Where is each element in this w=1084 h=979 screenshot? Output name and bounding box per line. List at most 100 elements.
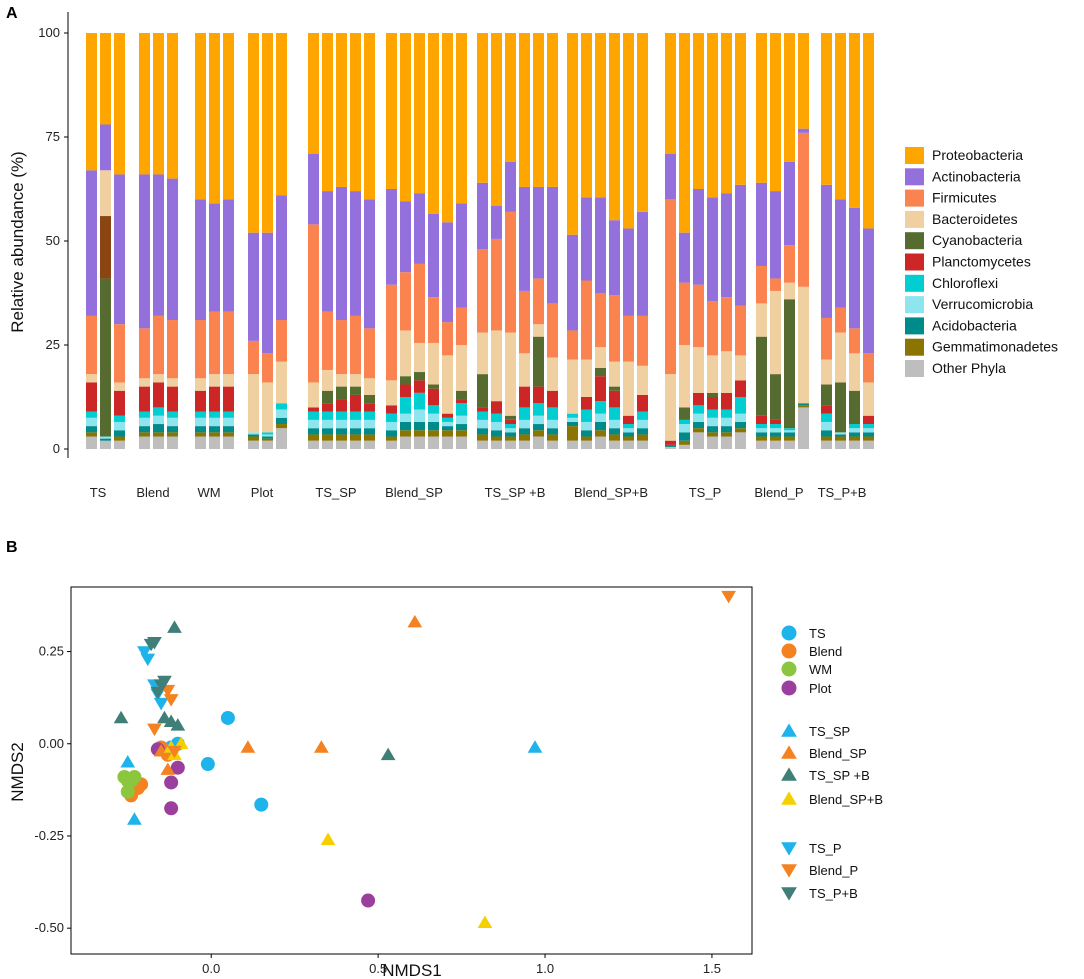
scatter-point	[127, 812, 142, 825]
bar-segment-bacteroidetes	[400, 330, 411, 377]
bar-segment-acidobacteria	[637, 428, 648, 435]
bar-segment-firmicutes	[153, 315, 164, 375]
bar-segment-cyanobacteria	[505, 415, 516, 420]
stacked-bar	[400, 33, 411, 449]
bar-segment-other-phyla	[491, 440, 502, 449]
panel-a-y-tick-label: 50	[46, 233, 60, 248]
scatter-point	[167, 745, 182, 759]
bar-segment-chloroflexi	[863, 424, 874, 429]
panel-a-x-label: TS_P+B	[818, 485, 867, 500]
bar-segment-chloroflexi	[770, 424, 781, 429]
bar-segment-firmicutes	[139, 328, 150, 379]
bar-segment-firmicutes	[623, 315, 634, 362]
panel-b-x-tick-label: 1.5	[703, 961, 721, 976]
bar-segment-planctomycetes	[308, 407, 319, 412]
bar-segment-bacteroidetes	[863, 382, 874, 416]
bar-segment-proteobacteria	[519, 33, 530, 187]
stacked-bar	[665, 33, 676, 449]
bar-segment-verrucomicrobia	[567, 417, 578, 422]
bar-segment-gemmatimonadetes	[707, 432, 718, 437]
bar-group-ts	[86, 33, 125, 449]
bar-segment-proteobacteria	[609, 33, 620, 221]
bar-segment-chloroflexi	[364, 411, 375, 420]
bar-segment-planctomycetes	[153, 382, 164, 408]
series-ts_spb	[113, 620, 396, 761]
bar-segment-actinobacteria	[223, 199, 234, 312]
bar-segment-verrucomicrobia	[477, 419, 488, 429]
bar-segment-gemmatimonadetes	[821, 436, 832, 441]
bar-segment-planctomycetes	[209, 386, 220, 412]
bar-segment-proteobacteria	[821, 33, 832, 185]
bar-segment-acidobacteria	[100, 438, 111, 441]
bar-segment-verrucomicrobia	[414, 409, 425, 422]
bar-segment-verrucomicrobia	[637, 419, 648, 429]
legend-marker-ts_sp	[781, 723, 797, 737]
bar-segment-other-phyla	[322, 440, 333, 449]
bar-segment-bacteroidetes	[567, 359, 578, 414]
bar-segment-firmicutes	[609, 295, 620, 362]
bar-segment-chloroflexi	[350, 411, 361, 420]
stacked-bar	[679, 33, 690, 449]
bar-segment-chloroflexi	[623, 424, 634, 429]
bar-segment-gemmatimonadetes	[322, 434, 333, 441]
bar-segment-firmicutes	[770, 278, 781, 291]
bar-segment-other-phyla	[863, 440, 874, 449]
bar-segment-other-phyla	[849, 440, 860, 449]
bar-segment-acidobacteria	[707, 426, 718, 433]
bar-segment-actinobacteria	[581, 197, 592, 281]
stacked-bar	[477, 33, 488, 449]
bar-segment-firmicutes	[209, 311, 220, 375]
bar-segment-bacteroidetes	[721, 351, 732, 393]
bar-segment-actinobacteria	[100, 124, 111, 171]
bar-segment-proteobacteria	[477, 33, 488, 183]
bar-segment-bacteroidetes	[114, 382, 125, 391]
panel-b-y-tick-label: -0.25	[34, 828, 64, 843]
bar-segment-chloroflexi	[849, 424, 860, 429]
bar-segment-actinobacteria	[821, 184, 832, 318]
bar-segment-gemmatimonadetes	[400, 430, 411, 437]
bar-segment-acidobacteria	[679, 432, 690, 441]
bar-segment-gemmatimonadetes	[442, 430, 453, 437]
bar-segment-actinobacteria	[835, 199, 846, 308]
bar-segment-verrucomicrobia	[248, 432, 259, 435]
bar-segment-actinobacteria	[784, 161, 795, 246]
bar-segment-actinobacteria	[167, 178, 178, 321]
bar-group-ts_sp	[308, 33, 375, 449]
bar-segment-chloroflexi	[505, 424, 516, 429]
bar-segment-gemmatimonadetes	[721, 432, 732, 437]
bar-group-ts_p	[665, 33, 746, 449]
stacked-bar	[519, 33, 530, 449]
bar-segment-proteobacteria	[336, 33, 347, 187]
bar-segment-chloroflexi	[262, 432, 273, 435]
bar-segment-verrucomicrobia	[679, 424, 690, 433]
bar-segment-cyanobacteria	[400, 376, 411, 385]
bar-segment-proteobacteria	[835, 33, 846, 200]
scatter-point	[147, 723, 162, 737]
stacked-bar	[863, 33, 874, 449]
bar-segment-proteobacteria	[153, 33, 164, 175]
bar-segment-gemmatimonadetes	[770, 436, 781, 441]
bar-segment-acidobacteria	[623, 432, 634, 437]
bar-segment-verrucomicrobia	[519, 419, 530, 429]
bar-segment-gemmatimonadetes	[798, 405, 809, 408]
bar-segment-planctomycetes	[428, 388, 439, 406]
panel-a-legend: Proteobacteria Actinobacteria Firmicutes Ba…	[905, 147, 1058, 377]
stacked-bar	[86, 33, 97, 449]
bar-segment-verrucomicrobia	[456, 415, 467, 425]
bar-segment-proteobacteria	[400, 33, 411, 202]
bar-segment-proteobacteria	[863, 33, 874, 229]
bar-segment-verrucomicrobia	[595, 413, 606, 422]
scatter-point	[170, 760, 185, 775]
bar-segment-verrucomicrobia	[276, 409, 287, 418]
bar-segment-verrucomicrobia	[835, 432, 846, 435]
bar-segment-planctomycetes	[139, 386, 150, 412]
bar-segment-acidobacteria	[567, 421, 578, 427]
bar-segment-chloroflexi	[821, 413, 832, 422]
legend-label: WM	[809, 662, 832, 677]
bar-segment-chloroflexi	[386, 413, 397, 422]
bar-segment-bacteroidetes	[784, 282, 795, 300]
scatter-point	[721, 590, 736, 604]
bar-segment-cyanobacteria	[707, 392, 718, 397]
legend-swatch-acidobacteria	[905, 317, 924, 335]
bar-segment-acidobacteria	[784, 432, 795, 437]
